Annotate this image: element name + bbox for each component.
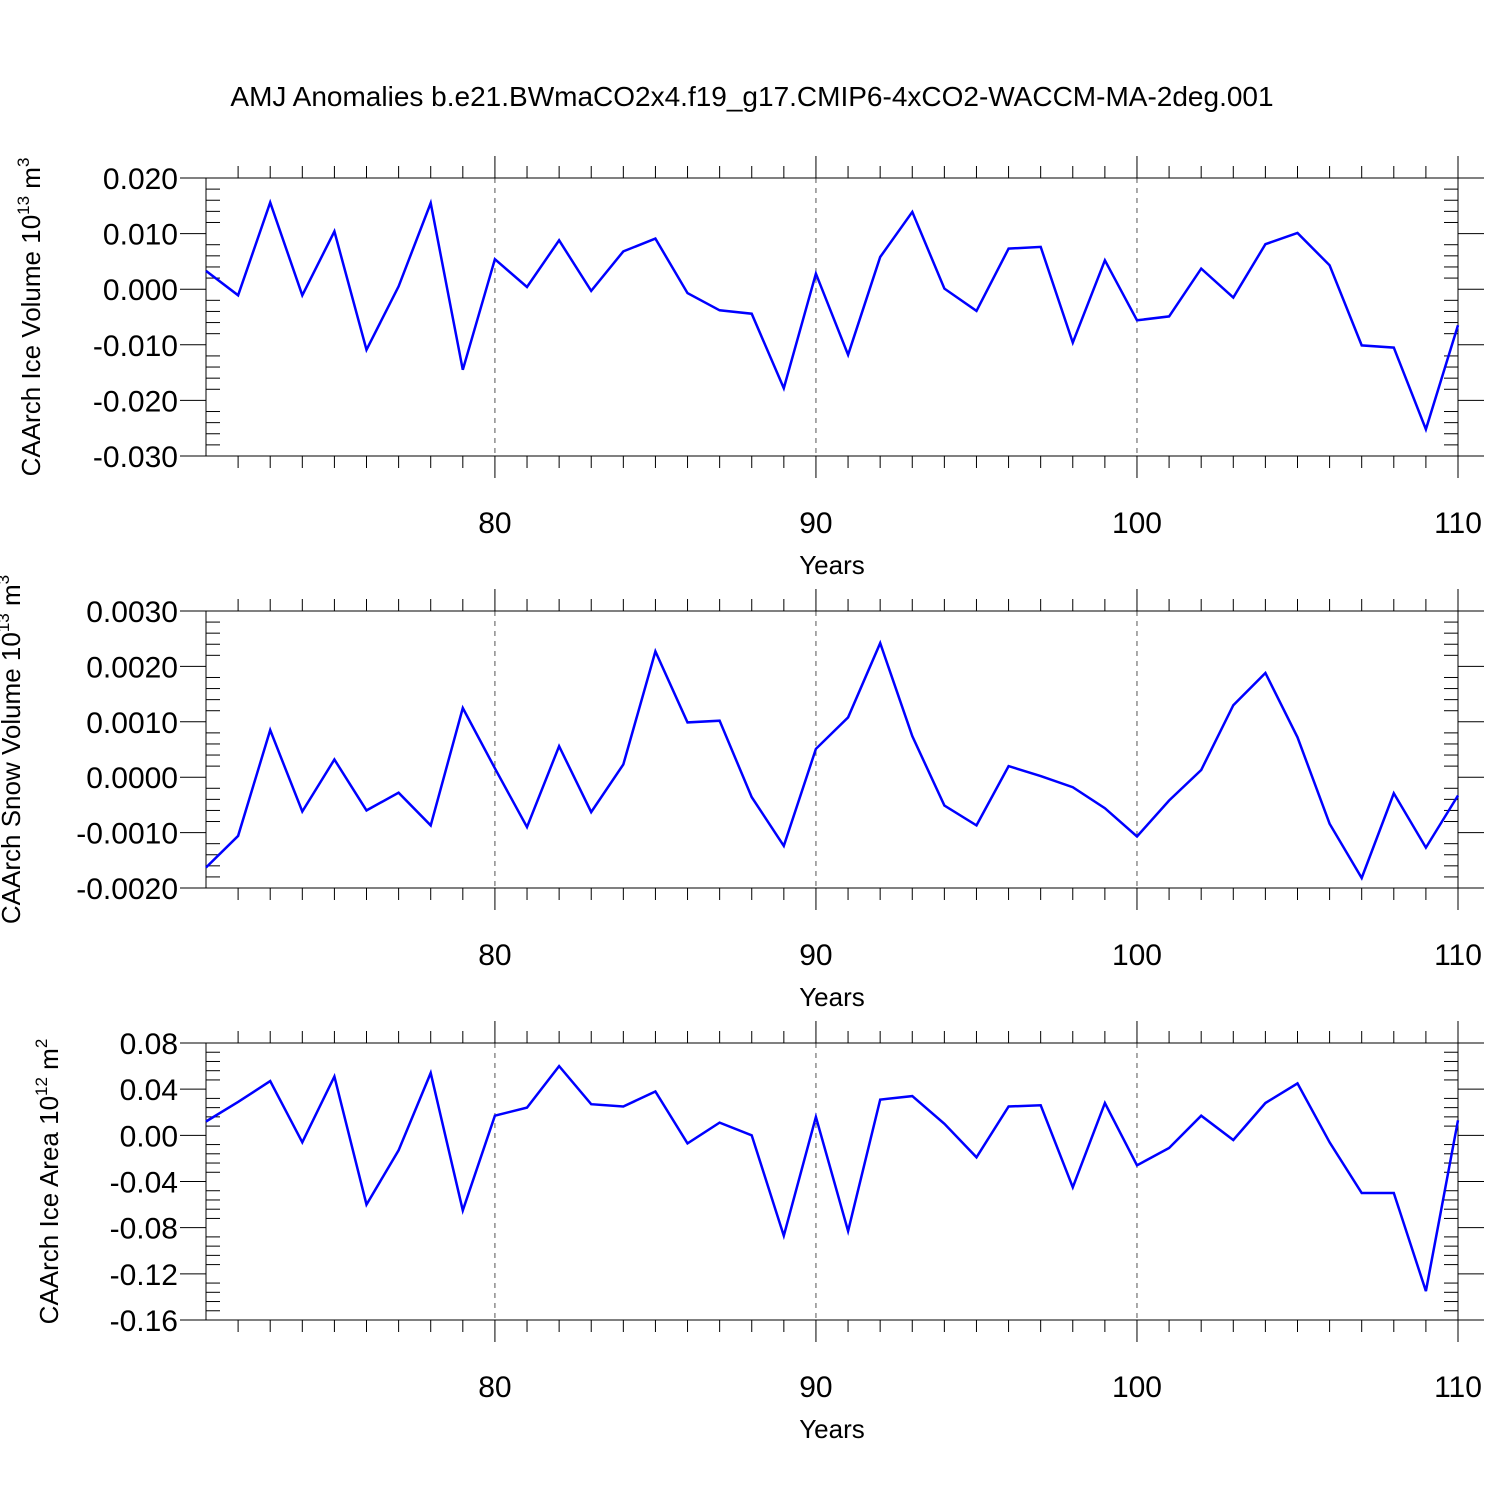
series-line xyxy=(205,639,1460,881)
panel-1: -0.030 -0.020 -0.010 0.000 0.010 0.020 80 90 100… xyxy=(14,156,1484,580)
plot-frame xyxy=(205,1042,1459,1321)
x-tick-label: 100 xyxy=(1112,507,1162,540)
y-axis-label-text: CAArch Snow Volume 10 xyxy=(0,632,26,924)
y-axis-label-unit: m xyxy=(34,1048,64,1077)
y-tick-label: 0.0020 xyxy=(86,651,178,684)
y-axis-label-exponent: 12 xyxy=(32,1077,51,1096)
y-tick-label: 0.020 xyxy=(103,163,178,196)
y-tick-label: 0.0000 xyxy=(86,762,178,795)
x-axis-label: Years xyxy=(799,982,865,1012)
panel-2: -0.0020 -0.0010 0.0000 0.0010 0.0020 0.0030 80… xyxy=(0,575,1484,1012)
x-axis-label: Years xyxy=(799,550,865,580)
y-tick-label: -0.020 xyxy=(93,385,178,418)
y-tick-label: -0.0010 xyxy=(76,818,178,851)
y-axis-label-unit: m xyxy=(16,167,46,196)
x-tick-label: 90 xyxy=(799,939,832,972)
plot-frame xyxy=(205,610,1459,889)
y-tick-label: 0.010 xyxy=(103,219,178,252)
x-tick-label: 80 xyxy=(478,1371,511,1404)
series-line xyxy=(205,198,1460,434)
y-tick-label: -0.12 xyxy=(110,1259,178,1292)
y-tick-label: -0.030 xyxy=(93,441,178,474)
y-tick-label: -0.04 xyxy=(110,1167,178,1200)
y-tick-label: 0.08 xyxy=(120,1028,178,1061)
y-axis-label-unit-exponent: 2 xyxy=(32,1039,51,1048)
y-axis-label-text: CAArch Ice Volume 10 xyxy=(16,215,46,477)
x-tick-label: 100 xyxy=(1112,1371,1162,1404)
y-tick-label: 0.04 xyxy=(120,1074,178,1107)
x-tick-label: 80 xyxy=(478,507,511,540)
y-axis-label-exponent: 13 xyxy=(0,613,13,632)
y-axis-label-exponent: 13 xyxy=(14,196,33,215)
y-tick-label: 0.000 xyxy=(103,274,178,307)
x-tick-label: 80 xyxy=(478,939,511,972)
x-axis-label: Years xyxy=(799,1414,865,1444)
y-axis-label-unit: m xyxy=(0,584,26,613)
x-tick-label: 100 xyxy=(1112,939,1162,972)
y-axis-label: CAArch Snow Volume 1013 m3 xyxy=(0,575,26,924)
x-tick-label: 90 xyxy=(799,507,832,540)
panel-3: -0.16 -0.12 -0.08 -0.04 0.00 0.04 0.08 80 90 100 1… xyxy=(32,1021,1484,1444)
y-axis-label: CAArch Ice Area 1012 m2 xyxy=(32,1039,64,1325)
y-tick-label: -0.0020 xyxy=(76,873,178,906)
x-tick-label: 110 xyxy=(1434,939,1482,972)
plot-frame xyxy=(205,177,1459,457)
y-axis-label-unit-exponent: 3 xyxy=(0,575,13,584)
panels: -0.030 -0.020 -0.010 0.000 0.010 0.020 80 90 100… xyxy=(0,156,1484,1444)
x-tick-label: 90 xyxy=(799,1371,832,1404)
x-tick-label: 110 xyxy=(1434,507,1482,540)
y-tick-label: 0.0010 xyxy=(86,707,178,740)
x-tick-label: 110 xyxy=(1434,1371,1482,1404)
y-axis-label: CAArch Ice Volume 1013 m3 xyxy=(14,158,46,477)
y-tick-label: 0.00 xyxy=(120,1120,178,1153)
figure-title: AMJ Anomalies b.e21.BWmaCO2x4.f19_g17.CM… xyxy=(230,81,1273,112)
y-axis-label-text: CAArch Ice Area 10 xyxy=(34,1096,64,1324)
y-tick-label: -0.010 xyxy=(93,330,178,363)
y-axis-label-unit-exponent: 3 xyxy=(14,158,33,167)
series-line xyxy=(205,1064,1460,1292)
y-tick-label: 0.0030 xyxy=(86,596,178,629)
y-tick-label: -0.16 xyxy=(110,1305,178,1338)
y-tick-label: -0.08 xyxy=(110,1213,178,1246)
